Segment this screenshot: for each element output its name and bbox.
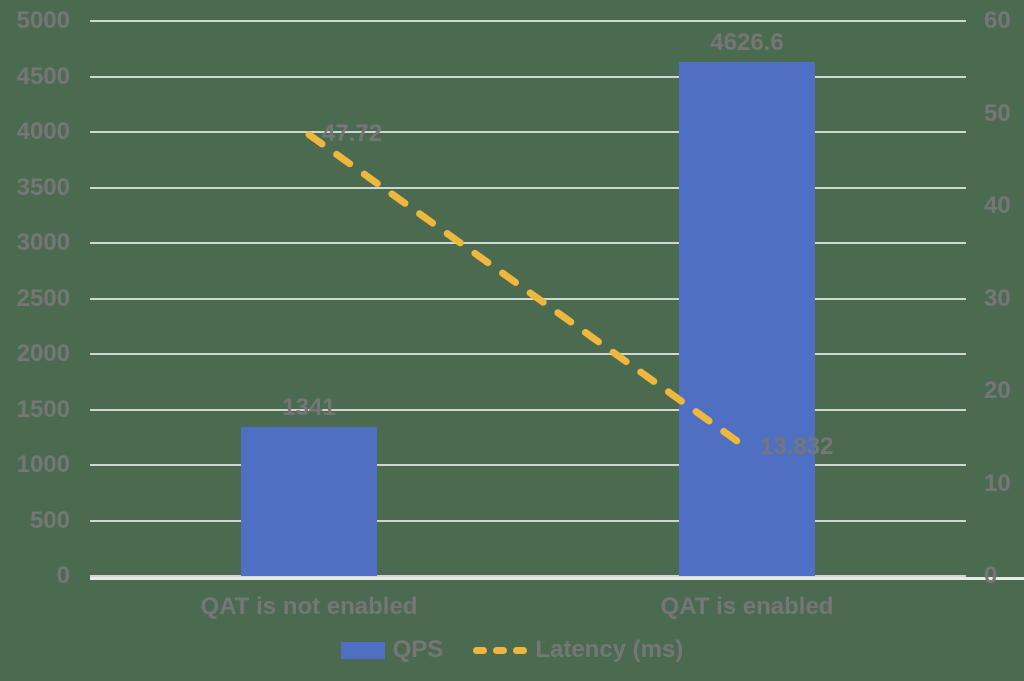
gridline: [90, 131, 966, 133]
right-axis-tick-label: 60: [984, 7, 1011, 34]
right-axis-tick-label: 40: [984, 192, 1011, 219]
gridline: [90, 408, 966, 411]
legend-item: Latency (ms): [473, 636, 683, 664]
gridline: [90, 464, 966, 466]
gridline: [90, 186, 966, 189]
left-axis-tick-label: 2500: [16, 284, 70, 312]
bar-value-label: 4626.6: [710, 29, 784, 57]
x-axis-line: [90, 577, 1024, 580]
legend-bar-swatch: [340, 641, 385, 659]
left-axis-tick-label: 5000: [16, 7, 70, 34]
left-axis-tick-label: 3000: [16, 229, 70, 256]
legend-dashed-line-swatch: [473, 646, 528, 654]
left-axis-tick-label: 0: [56, 562, 70, 589]
right-axis-tick-label: 10: [984, 469, 1011, 497]
bar-value-label: 1341: [282, 394, 336, 422]
qps-bar: [679, 62, 815, 576]
legend-dash: [513, 646, 528, 654]
right-axis-tick-label: 30: [984, 284, 1011, 312]
gridline: [90, 20, 966, 22]
legend-dash: [473, 646, 488, 654]
gridline: [90, 242, 966, 244]
gridline: [90, 297, 966, 300]
category-label: QAT is not enabled: [200, 593, 418, 620]
left-axis-tick-label: 1000: [16, 451, 70, 478]
left-axis-tick-label: 4500: [16, 62, 70, 90]
left-axis-tick-label: 1500: [16, 395, 70, 423]
legend: QPS Latency (ms): [0, 636, 1024, 664]
left-axis-tick-label: 3500: [16, 173, 70, 201]
category-label: QAT is enabled: [660, 593, 834, 620]
gridline: [90, 75, 966, 78]
right-axis-tick-label: 0: [984, 562, 998, 589]
legend-dash: [493, 646, 508, 654]
gridline: [90, 519, 966, 522]
left-axis-tick-label: 4000: [16, 118, 70, 145]
legend-label: QPS: [392, 636, 444, 663]
qps-bar: [241, 427, 377, 576]
left-axis-tick-label: 2000: [16, 340, 70, 367]
line-point-label: 13.832: [760, 433, 834, 461]
legend-label: Latency (ms): [535, 636, 684, 663]
legend-item: QPS: [340, 636, 444, 664]
gridline: [90, 575, 966, 577]
left-axis-tick-label: 500: [29, 506, 70, 534]
right-axis-tick-label: 50: [984, 99, 1011, 127]
gridline: [90, 353, 966, 355]
right-axis-tick-label: 20: [984, 377, 1011, 404]
line-point-label: 47.72: [322, 119, 383, 147]
